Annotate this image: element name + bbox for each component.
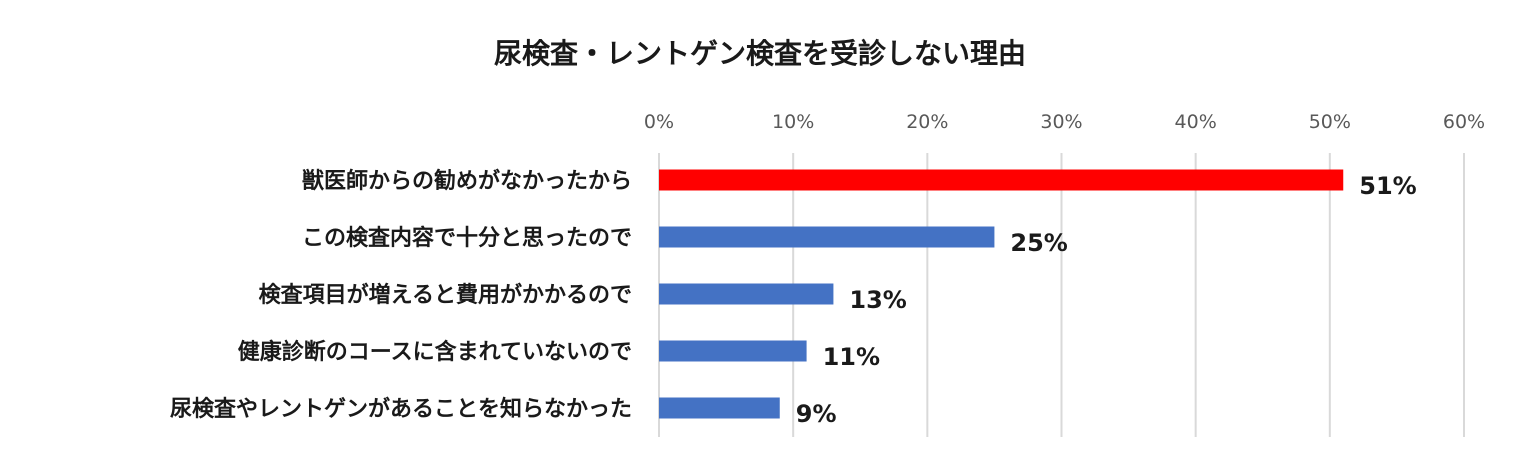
- bar: [659, 397, 780, 419]
- category-label: 尿検査やレントゲンがあることを知らなかった: [170, 396, 632, 422]
- bars: [659, 169, 1344, 419]
- x-tick-label: 30%: [1040, 111, 1082, 133]
- data-label: 25%: [1010, 229, 1067, 257]
- x-tick-label: 40%: [1175, 111, 1217, 133]
- category-label: 獣医師からの勧めがなかったから: [302, 168, 632, 194]
- x-tick-label: 10%: [772, 111, 814, 133]
- x-tick-label: 60%: [1443, 111, 1485, 133]
- bar: [659, 283, 834, 305]
- data-label: 11%: [823, 343, 880, 371]
- category-labels: 獣医師からの勧めがなかったからこの検査内容で十分と思ったので検査項目が増えると費…: [170, 168, 632, 422]
- data-label: 13%: [849, 286, 906, 314]
- bar: [659, 226, 995, 248]
- chart-title: 尿検査・レントゲン検査を受診しない理由: [494, 37, 1026, 70]
- x-tick-label: 50%: [1309, 111, 1351, 133]
- category-label: 検査項目が増えると費用がかかるので: [259, 282, 632, 308]
- x-tick-label: 20%: [906, 111, 948, 133]
- bar: [659, 340, 807, 362]
- data-label: 9%: [796, 400, 837, 428]
- x-tick-label: 0%: [644, 111, 674, 133]
- data-label: 51%: [1359, 172, 1416, 200]
- x-tick-labels: 0% 10% 20% 30% 40% 50% 60%: [644, 111, 1485, 133]
- bar: [659, 169, 1344, 191]
- category-label: 健康診断のコースに含まれていないので: [238, 339, 632, 365]
- grid-layer: [658, 153, 1465, 437]
- data-labels: 51% 25% 13% 11% 9%: [796, 172, 1417, 428]
- category-label: この検査内容で十分と思ったので: [302, 225, 632, 251]
